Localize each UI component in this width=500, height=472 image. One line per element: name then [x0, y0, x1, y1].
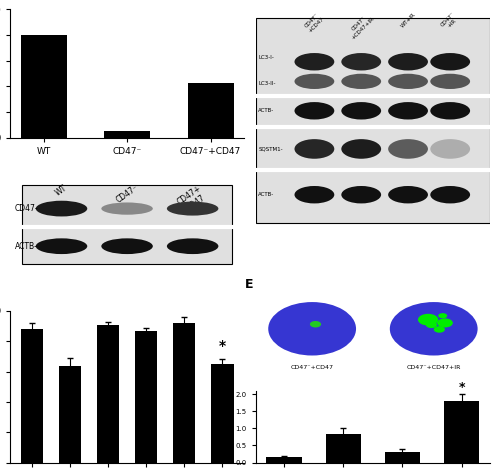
Bar	[20, 329, 44, 463]
Circle shape	[438, 313, 447, 318]
Ellipse shape	[430, 139, 470, 159]
Circle shape	[426, 321, 437, 328]
Ellipse shape	[430, 53, 470, 70]
Ellipse shape	[430, 186, 470, 203]
Bar	[172, 323, 196, 463]
Text: ACTB-: ACTB-	[258, 108, 274, 113]
Text: CD47⁻
+IR: CD47⁻ +IR	[440, 12, 460, 32]
Circle shape	[418, 314, 438, 326]
Circle shape	[434, 326, 445, 333]
Ellipse shape	[36, 238, 88, 254]
Ellipse shape	[388, 74, 428, 89]
Text: CD47+
CD47: CD47+ CD47	[176, 183, 210, 215]
Ellipse shape	[388, 53, 428, 70]
Circle shape	[310, 321, 321, 328]
Ellipse shape	[430, 102, 470, 119]
Ellipse shape	[102, 202, 153, 215]
Ellipse shape	[102, 238, 153, 254]
Text: D: D	[244, 0, 254, 1]
Bar	[210, 364, 234, 463]
Bar	[104, 131, 150, 138]
Ellipse shape	[294, 102, 335, 119]
Text: CD47⁻+CD47: CD47⁻+CD47	[290, 365, 334, 370]
FancyBboxPatch shape	[256, 18, 490, 223]
Ellipse shape	[388, 139, 428, 159]
Text: CD47⁻
+CD47+IR: CD47⁻ +CD47+IR	[347, 12, 376, 41]
Ellipse shape	[388, 102, 428, 119]
Text: WT+IR: WT+IR	[400, 12, 416, 28]
Ellipse shape	[294, 139, 335, 159]
Bar	[385, 452, 420, 463]
Circle shape	[437, 318, 453, 328]
Bar	[266, 457, 302, 463]
Text: CD47⁻
+CD47: CD47⁻ +CD47	[304, 12, 325, 33]
Y-axis label: Mean Intensity: Mean Intensity	[224, 396, 233, 458]
Ellipse shape	[36, 201, 88, 217]
Ellipse shape	[167, 238, 218, 254]
Text: LC3-I-: LC3-I-	[258, 55, 274, 60]
Ellipse shape	[294, 53, 335, 70]
Ellipse shape	[342, 186, 381, 203]
Text: SQSTM1-: SQSTM1-	[258, 146, 283, 152]
Bar	[444, 401, 480, 463]
Ellipse shape	[430, 74, 470, 89]
Bar	[134, 331, 158, 463]
Bar	[58, 365, 82, 463]
Text: CD47-: CD47-	[14, 204, 38, 213]
Text: *: *	[218, 339, 226, 354]
Ellipse shape	[167, 202, 218, 216]
Text: ACTB-: ACTB-	[14, 242, 38, 251]
Ellipse shape	[268, 302, 356, 355]
Ellipse shape	[294, 186, 335, 203]
Ellipse shape	[390, 302, 478, 355]
Text: *: *	[458, 381, 465, 394]
Text: WT: WT	[54, 183, 69, 198]
Bar	[96, 325, 120, 463]
Bar	[20, 35, 66, 138]
Ellipse shape	[342, 102, 381, 119]
Text: CD47⁻: CD47⁻	[114, 183, 140, 205]
Ellipse shape	[342, 53, 381, 70]
Text: ACTB-: ACTB-	[258, 192, 274, 197]
Ellipse shape	[342, 139, 381, 159]
Text: LC3-II-: LC3-II-	[258, 81, 276, 86]
Ellipse shape	[342, 74, 381, 89]
Ellipse shape	[294, 74, 335, 89]
Bar	[326, 434, 361, 463]
Ellipse shape	[388, 186, 428, 203]
Text: E: E	[244, 278, 253, 291]
FancyBboxPatch shape	[22, 185, 233, 264]
Text: CD47⁻+CD47+IR: CD47⁻+CD47+IR	[406, 365, 461, 370]
Bar	[188, 83, 234, 138]
